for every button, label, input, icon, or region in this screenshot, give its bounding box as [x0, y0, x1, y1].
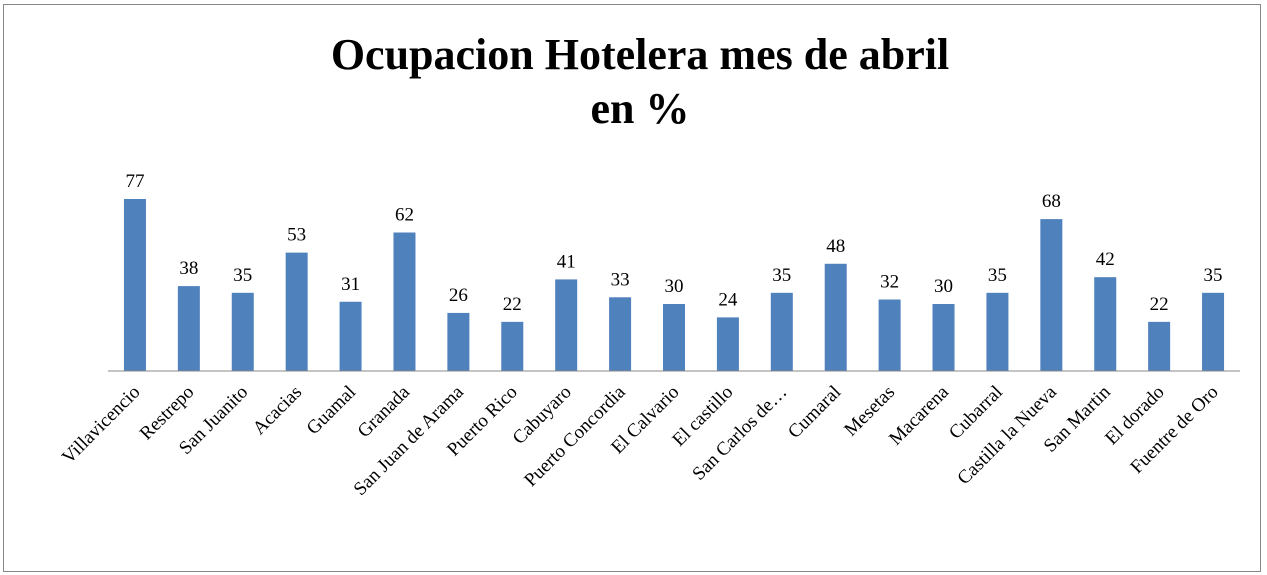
bar: [932, 303, 955, 371]
data-label: 68: [1042, 191, 1061, 212]
bar: [177, 286, 200, 371]
data-label: 38: [179, 258, 198, 279]
data-label: 62: [395, 205, 414, 226]
bar: [231, 292, 254, 371]
data-label: 32: [880, 272, 899, 293]
x-tick-label: Acacias: [249, 382, 306, 439]
chart-title: Ocupacion Hotelera mes de abril en %: [330, 30, 950, 133]
data-label: 30: [934, 276, 953, 297]
data-label: 35: [772, 265, 791, 286]
bar: [663, 303, 685, 371]
data-label: 48: [826, 236, 845, 257]
bar: [1148, 321, 1171, 371]
data-label: 53: [287, 225, 306, 246]
data-label: 22: [1150, 294, 1169, 315]
data-label: 41: [557, 251, 576, 272]
data-label: 30: [665, 276, 684, 297]
bar: [285, 252, 308, 371]
bar: [501, 321, 524, 371]
data-label: 42: [1096, 249, 1115, 270]
bar: [1094, 277, 1117, 371]
data-label: 33: [611, 269, 630, 290]
x-tick-label: San Carlos de…: [688, 382, 791, 485]
bar: [1202, 292, 1225, 371]
bar: [1040, 219, 1063, 371]
data-label: 31: [341, 274, 360, 295]
data-label: 24: [718, 289, 738, 310]
x-tick-label: Macarena: [885, 381, 953, 449]
x-tick-label: Guamal: [303, 382, 360, 439]
bar: [609, 297, 632, 371]
data-label: 35: [1204, 265, 1223, 286]
x-tick-label: Cumaral: [784, 382, 845, 443]
bar: [986, 292, 1009, 371]
chart-frame: [3, 4, 1261, 572]
bar: [716, 317, 739, 371]
bar: [447, 312, 470, 371]
bar: [339, 301, 362, 371]
bar: [824, 263, 847, 371]
data-label: 77: [125, 171, 144, 192]
bar: [555, 279, 578, 371]
data-label: 26: [449, 285, 468, 306]
x-tick-label: Villavicencio: [58, 382, 144, 468]
bar: [123, 199, 146, 371]
data-label: 35: [988, 265, 1007, 286]
data-label: 35: [233, 265, 252, 286]
bar: [393, 232, 416, 371]
bar: [878, 299, 901, 371]
bar: [770, 292, 793, 371]
data-label: 22: [503, 294, 522, 315]
